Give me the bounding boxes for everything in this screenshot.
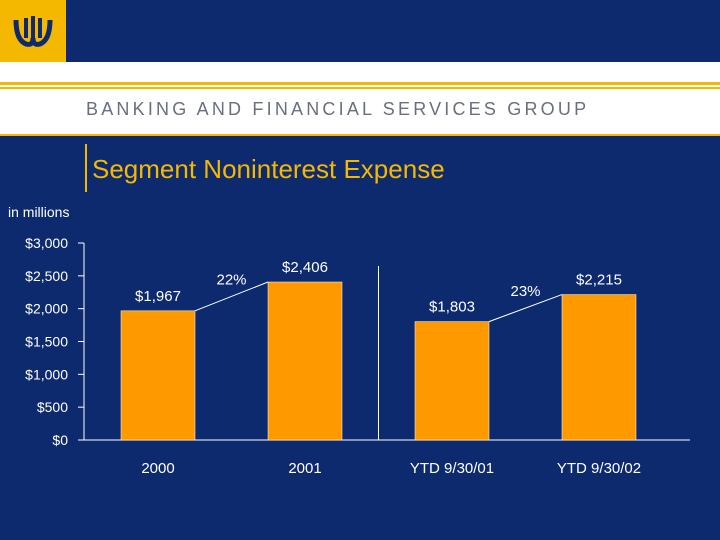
growth-label: 23% xyxy=(510,283,540,300)
x-tick-label: YTD 9/30/01 xyxy=(410,460,494,477)
header-gold-rule-thin xyxy=(0,87,720,89)
growth-connector-line xyxy=(194,281,269,312)
group-title: BANKING AND FINANCIAL SERVICES GROUP xyxy=(86,99,590,119)
bar xyxy=(120,310,196,441)
y-tick-label: $2,000 xyxy=(25,301,68,317)
bar xyxy=(414,321,490,441)
y-tick-label: $3,000 xyxy=(25,235,68,251)
units-label: in millions xyxy=(8,204,70,220)
data-label: $2,215 xyxy=(576,272,622,289)
bar xyxy=(561,294,637,441)
y-tick-label: $0 xyxy=(52,432,68,448)
header-rule-gap xyxy=(0,85,720,87)
header-white-band xyxy=(0,62,720,82)
y-tick-label: $2,500 xyxy=(25,268,68,284)
data-label: $1,803 xyxy=(429,299,475,316)
top-banner xyxy=(0,0,720,62)
bar xyxy=(267,281,343,441)
title-accent-rule xyxy=(85,144,87,192)
group-title-band xyxy=(0,89,720,134)
y-tick-label: $1,000 xyxy=(25,366,68,382)
company-logo xyxy=(0,0,66,62)
data-label: $1,967 xyxy=(135,288,181,305)
x-tick-label: 2001 xyxy=(288,460,321,477)
y-tick-label: $1,500 xyxy=(25,334,68,350)
header-bottom-rule xyxy=(0,134,720,136)
x-tick-label: YTD 9/30/02 xyxy=(557,460,641,477)
growth-connector-line xyxy=(488,294,563,323)
x-tick-label: 2000 xyxy=(141,460,174,477)
y-tick-label: $500 xyxy=(37,399,68,415)
growth-label: 22% xyxy=(216,271,246,288)
logo-emblem-icon xyxy=(13,16,53,47)
data-label: $2,406 xyxy=(282,259,328,276)
page-title: Segment Noninterest Expense xyxy=(92,154,445,184)
header-gold-rule xyxy=(0,82,720,85)
